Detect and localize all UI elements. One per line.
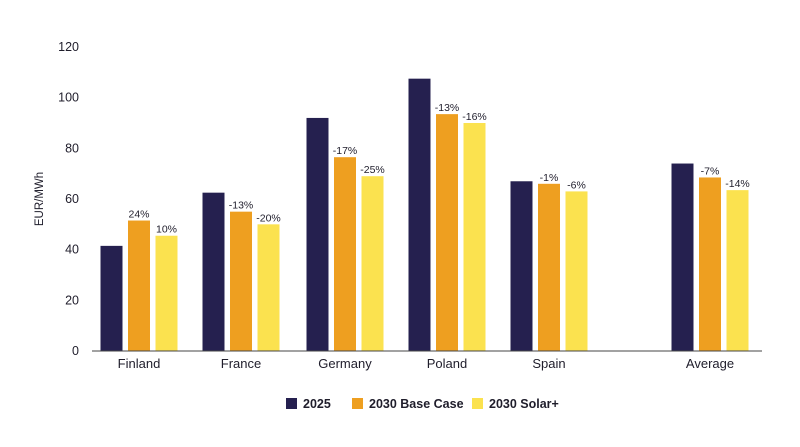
data-label: -14%	[725, 178, 750, 190]
bar-2030-solar--germany	[361, 176, 384, 351]
x-tick-label: Average	[686, 356, 734, 371]
y-tick-label: 80	[65, 141, 79, 155]
data-label: -6%	[567, 179, 586, 191]
bar-2030-base-case-france	[230, 211, 252, 351]
bar-2030-solar--france	[257, 224, 280, 351]
data-label: -25%	[360, 164, 385, 176]
x-tick-label: France	[221, 356, 261, 371]
y-tick-label: 120	[58, 40, 79, 54]
bar-2025-spain	[510, 181, 533, 351]
bar-2025-germany	[306, 117, 329, 351]
bar-2030-base-case-average	[699, 177, 721, 351]
y-axis-label: EUR/MWh	[34, 172, 46, 226]
bar-2025-average	[671, 163, 694, 351]
data-label: -13%	[229, 200, 254, 212]
legend-swatch	[352, 398, 363, 409]
data-label: 24%	[128, 209, 149, 221]
x-tick-label: Poland	[427, 356, 467, 371]
bar-group-spain: -1% -6%	[510, 172, 588, 351]
data-label: 10%	[156, 224, 177, 236]
y-tick-label: 100	[58, 91, 79, 105]
bar-2025-poland	[408, 78, 431, 352]
data-label: -20%	[256, 212, 281, 224]
bar-2030-base-case-finland	[128, 220, 150, 351]
category-labels: Finland France Germany Poland Spain Average	[118, 356, 734, 371]
legend: 2025 2030 Base Case 2030 Solar+	[286, 397, 559, 411]
bars: 24%10%-13%-20%-17%-25%-13%-16%-1%-6%-7%-…	[100, 78, 750, 352]
legend-item: 2030 Base Case	[352, 397, 464, 411]
bar-2030-solar--poland	[463, 123, 486, 351]
bar-2030-solar--average	[726, 190, 749, 351]
data-label: -17%	[333, 145, 358, 157]
y-axis: 0 20 40 60 80 100 120	[58, 40, 79, 358]
y-tick-label: 40	[65, 243, 79, 257]
bar-group-france: -13%-20%	[202, 192, 281, 351]
bar-2025-finland	[100, 245, 123, 351]
bar-2030-base-case-spain	[538, 183, 560, 351]
legend-swatch	[472, 398, 483, 409]
bar-group-poland: -13%-16%	[408, 78, 487, 352]
y-tick-label: 0	[72, 344, 79, 358]
x-tick-label: Germany	[318, 356, 372, 371]
legend-swatch	[286, 398, 297, 409]
legend-label: 2030 Solar+	[489, 397, 559, 411]
legend-label: 2030 Base Case	[369, 397, 464, 411]
legend-item: 2030 Solar+	[472, 397, 559, 411]
bar-2030-solar--finland	[155, 235, 178, 351]
legend-item: 2025	[286, 397, 331, 411]
data-label: -1%	[540, 172, 559, 184]
x-tick-label: Finland	[118, 356, 161, 371]
data-label: -7%	[701, 165, 720, 177]
bar-2030-solar--spain	[565, 191, 588, 351]
bar-group-average: -7% -14%	[671, 163, 750, 351]
bar-group-germany: -17%-25%	[306, 117, 385, 351]
legend-label: 2025	[303, 397, 331, 411]
y-tick-label: 60	[65, 192, 79, 206]
x-tick-label: Spain	[532, 356, 565, 371]
bar-2030-base-case-poland	[436, 114, 458, 351]
bar-2030-base-case-germany	[334, 157, 356, 351]
data-label: -16%	[462, 111, 487, 123]
bar-group-finland: 24% 10%	[100, 209, 178, 351]
y-tick-label: 20	[65, 293, 79, 307]
bar-2025-france	[202, 192, 225, 351]
data-label: -13%	[435, 102, 460, 114]
